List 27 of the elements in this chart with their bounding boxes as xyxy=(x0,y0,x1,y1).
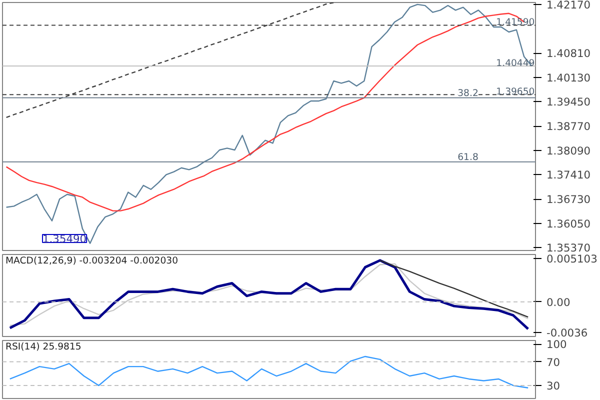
y-tick-label: 1.36050 xyxy=(546,217,591,230)
y-tick-label: 1.42170 xyxy=(546,0,591,12)
y-tick-label: 1.38090 xyxy=(546,144,591,158)
y-tick-label: 1.36730 xyxy=(546,193,591,206)
line-series xyxy=(9,356,529,388)
chart-title: MACD(12,26,9) -0.003204 -0.002030 xyxy=(6,256,178,266)
y-tick-label: 1.40130 xyxy=(546,71,591,84)
y-tick-label: -0.0036 xyxy=(546,326,588,340)
y-tick-label: 30 xyxy=(546,379,560,392)
ref-line-label: 1.39650 xyxy=(496,86,535,98)
y-tick-label: 1.35370 xyxy=(546,242,591,255)
annotation: 38.2 xyxy=(458,88,478,99)
y-tick-label: 1.39450 xyxy=(546,96,591,109)
y-tick-label: 1.38770 xyxy=(546,120,591,134)
ref-line-label: 1.41590 xyxy=(496,17,535,28)
y-tick-label: 70 xyxy=(546,356,560,369)
y-tick-label: 1.40810 xyxy=(546,47,591,60)
y-tick-label: 100 xyxy=(546,338,568,352)
annotation: 1.35490 xyxy=(42,232,87,246)
y-tick-label: 0.00 xyxy=(546,296,570,309)
line-series xyxy=(379,260,529,318)
y-tick-label: 0.005103 xyxy=(546,252,598,266)
annotation: 61.8 xyxy=(458,152,478,163)
line-series xyxy=(6,4,532,244)
y-tick-label: 1.37410 xyxy=(546,168,591,182)
ref-line-label: 1.40449 xyxy=(496,58,535,70)
chart-title: RSI(14) 25.9815 xyxy=(6,342,82,352)
